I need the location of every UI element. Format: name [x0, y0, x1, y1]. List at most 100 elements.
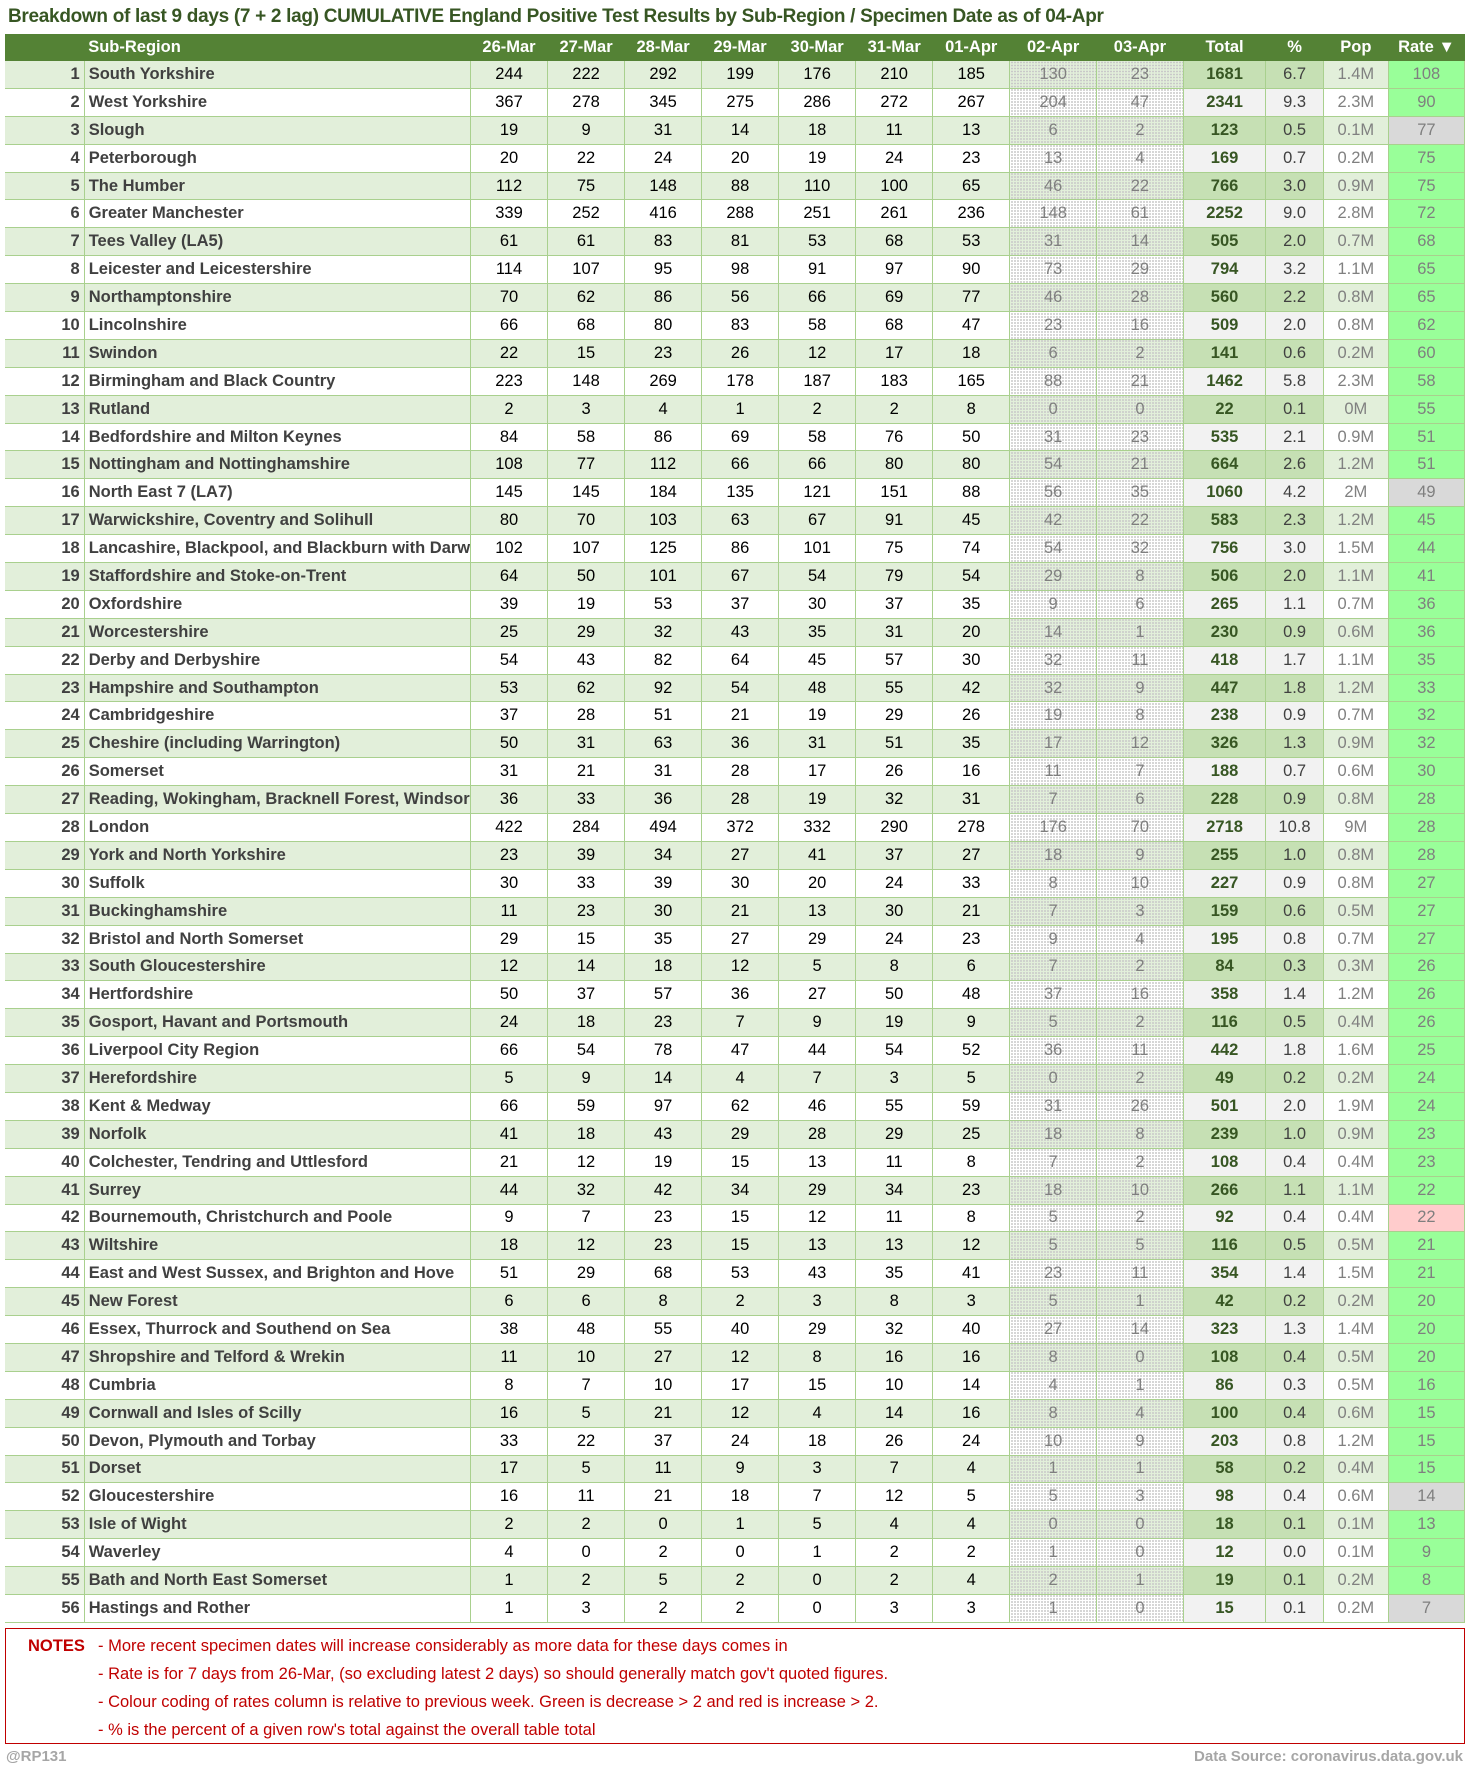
total-cell: 1681 [1183, 61, 1267, 89]
day-count-cell: 30 [624, 897, 703, 926]
day-count-cell: 2 [1096, 1204, 1184, 1233]
rank-cell: 20 [5, 590, 85, 619]
day-count-cell: 5 [1009, 1008, 1098, 1038]
day-count-cell: 80 [855, 450, 934, 480]
day-count-cell: 9 [1096, 1427, 1184, 1456]
day-count-cell: 18 [547, 1008, 626, 1038]
day-count-cell: 9 [1009, 925, 1098, 954]
day-count-cell: 23 [624, 1204, 703, 1233]
percent-cell: 2.0 [1265, 311, 1324, 340]
total-cell: 442 [1183, 1036, 1267, 1066]
total-cell: 266 [1183, 1176, 1267, 1205]
day-count-cell: 6 [1009, 339, 1098, 368]
day-count-cell: 50 [932, 423, 1011, 452]
rate-cell: 30 [1388, 757, 1466, 787]
day-count-cell: 0 [547, 1538, 626, 1568]
percent-cell: 1.7 [1265, 646, 1324, 675]
day-count-cell: 26 [1096, 1092, 1184, 1121]
rank-cell: 48 [5, 1371, 85, 1400]
sub-region-cell: Buckinghamshire [84, 897, 472, 926]
day-count-cell: 43 [701, 618, 780, 647]
day-count-cell: 3 [932, 1594, 1011, 1623]
sub-region-cell: Bath and North East Somerset [84, 1566, 472, 1595]
day-count-cell: 25 [470, 618, 549, 647]
day-count-cell: 46 [778, 1092, 857, 1121]
population-cell: 1.2M [1323, 674, 1389, 703]
day-count-cell: 0 [778, 1566, 857, 1595]
page-title: Breakdown of last 9 days (7 + 2 lag) CUM… [8, 6, 1104, 27]
total-cell: 583 [1183, 506, 1267, 536]
day-count-cell: 21 [547, 757, 626, 787]
column-header: 03-Apr [1096, 34, 1184, 61]
sub-region-cell: Devon, Plymouth and Torbay [84, 1427, 472, 1456]
rank-cell: 46 [5, 1315, 85, 1344]
day-count-cell: 66 [778, 450, 857, 480]
sub-region-cell: Wiltshire [84, 1231, 472, 1261]
day-count-cell: 40 [932, 1315, 1011, 1344]
day-count-cell: 23 [470, 841, 549, 870]
population-cell: 0.5M [1323, 1343, 1389, 1372]
population-cell: 0.6M [1323, 757, 1389, 787]
sort-rate-header[interactable]: Rate ▼ [1388, 34, 1465, 61]
day-count-cell: 30 [855, 897, 934, 926]
total-cell: 92 [1183, 1204, 1267, 1233]
rank-cell: 22 [5, 646, 85, 675]
day-count-cell: 2 [1096, 1008, 1184, 1038]
day-count-cell: 292 [624, 61, 703, 89]
day-count-cell: 30 [932, 646, 1011, 675]
day-count-cell: 19 [778, 701, 857, 731]
day-count-cell: 37 [470, 701, 549, 731]
total-cell: 169 [1183, 144, 1267, 173]
day-count-cell: 28 [701, 757, 780, 787]
day-count-cell: 43 [547, 646, 626, 675]
day-count-cell: 91 [855, 506, 934, 536]
column-header: 01-Apr [932, 34, 1010, 61]
day-count-cell: 20 [701, 144, 780, 173]
day-count-cell: 284 [547, 813, 626, 842]
day-count-cell: 86 [701, 534, 780, 564]
day-count-cell: 10 [1009, 1427, 1098, 1456]
day-count-cell: 23 [547, 897, 626, 926]
day-count-cell: 23 [1096, 423, 1184, 452]
percent-cell: 0.7 [1265, 144, 1324, 173]
percent-cell: 0.9 [1265, 869, 1324, 898]
day-count-cell: 31 [547, 729, 626, 759]
day-count-cell: 27 [778, 980, 857, 1010]
day-count-cell: 29 [701, 1120, 780, 1149]
day-count-cell: 372 [701, 813, 780, 842]
day-count-cell: 6 [932, 953, 1011, 982]
rank-cell: 43 [5, 1231, 85, 1261]
percent-cell: 1.0 [1265, 1120, 1324, 1149]
day-count-cell: 41 [470, 1120, 549, 1149]
day-count-cell: 244 [470, 61, 549, 89]
day-count-cell: 32 [547, 1176, 626, 1205]
day-count-cell: 0 [1009, 395, 1098, 424]
sub-region-cell: Gosport, Havant and Portsmouth [84, 1008, 472, 1038]
day-count-cell: 16 [1096, 311, 1184, 340]
percent-cell: 9.0 [1265, 199, 1324, 229]
percent-cell: 0.9 [1265, 701, 1324, 731]
day-count-cell: 252 [547, 199, 626, 229]
day-count-cell: 29 [1009, 562, 1098, 591]
rate-cell: 108 [1388, 61, 1466, 89]
day-count-cell: 30 [701, 869, 780, 898]
population-cell: 2.8M [1323, 199, 1389, 229]
rate-cell: 35 [1388, 646, 1466, 675]
population-cell: 0.8M [1323, 841, 1389, 870]
population-cell: 1.1M [1323, 646, 1389, 675]
day-count-cell: 1 [1096, 618, 1184, 647]
day-count-cell: 11 [1096, 1259, 1184, 1289]
percent-cell: 2.1 [1265, 423, 1324, 452]
day-count-cell: 14 [701, 116, 780, 145]
day-count-cell: 332 [778, 813, 857, 842]
day-count-cell: 6 [547, 1287, 626, 1317]
table-row: 36 Liverpool City Region 66 54 78 47 44 54 52 36 1… [5, 1036, 1466, 1066]
sub-region-cell: Nottingham and Nottinghamshire [84, 450, 472, 480]
day-count-cell: 11 [470, 1343, 549, 1372]
notes-box: NOTES - More recent specimen dates will … [5, 1628, 1465, 1744]
day-count-cell: 51 [624, 701, 703, 731]
percent-cell: 0.1 [1265, 1594, 1324, 1623]
day-count-cell: 1 [1096, 1371, 1184, 1400]
population-cell: 1.1M [1323, 1176, 1389, 1205]
total-cell: 108 [1183, 1148, 1267, 1177]
